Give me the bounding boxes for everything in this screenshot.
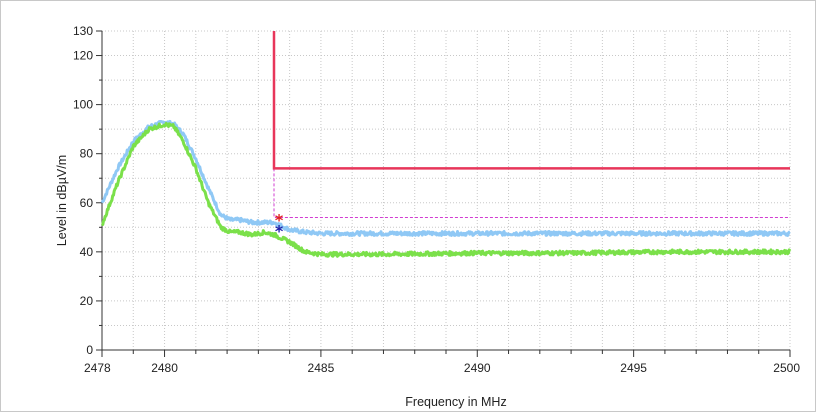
y-tick-label: 130	[73, 24, 93, 38]
x-tick-label: 2478	[84, 361, 111, 375]
average-marker: *	[275, 222, 284, 241]
y-tick-label: 0	[86, 343, 93, 357]
peak-trace	[100, 119, 791, 237]
x-axis-title: Frequency in MHz	[405, 395, 506, 409]
y-tick-label: 80	[80, 147, 94, 161]
x-tick-label: 2485	[308, 361, 335, 375]
marker-reference-line	[273, 168, 790, 218]
limit-lines	[272, 31, 790, 218]
y-tick-label: 20	[80, 294, 94, 308]
series-traces	[100, 119, 792, 258]
x-tick-label: 2480	[151, 361, 178, 375]
limit-line	[272, 31, 790, 170]
grid-lines	[102, 30, 791, 350]
y-axis-title: Level in dBµV/m	[55, 155, 69, 246]
x-tick-label: 2495	[620, 361, 647, 375]
y-tick-label: 60	[80, 196, 94, 210]
peak-marker: *	[275, 210, 284, 229]
tick-marks: 0 20 40 60 80 100 120 130 2478 2480 2485 2490 2495 25…	[73, 24, 800, 375]
y-tick-label: 40	[80, 245, 94, 259]
average-trace	[100, 121, 792, 258]
x-tick-label: 2500	[773, 361, 800, 375]
x-tick-label: 2490	[464, 361, 491, 375]
markers: **	[275, 210, 284, 240]
y-tick-label: 120	[73, 49, 93, 63]
y-tick-label: 100	[73, 98, 93, 112]
